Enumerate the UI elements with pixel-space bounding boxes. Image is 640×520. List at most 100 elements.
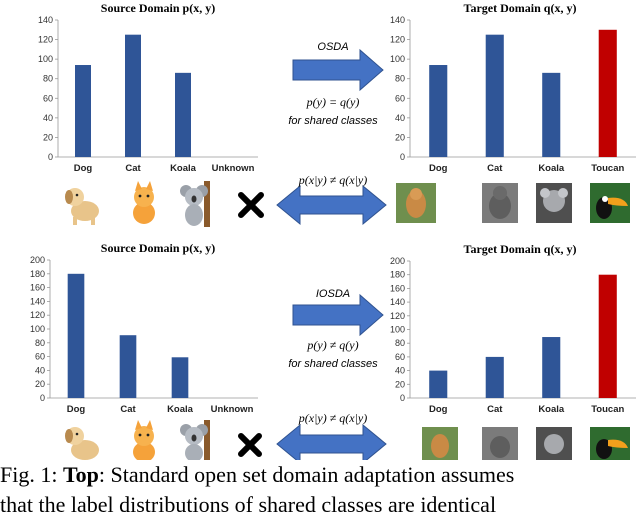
bar-koala bbox=[542, 72, 561, 157]
category-label: Koala bbox=[167, 404, 194, 415]
y-tick-label: 60 bbox=[35, 352, 45, 362]
dog-cartoon-icon bbox=[65, 188, 99, 225]
chart-title: Source Domain p(x, y) bbox=[101, 241, 215, 255]
y-tick-label: 180 bbox=[30, 269, 45, 279]
y-tick-label: 140 bbox=[390, 297, 405, 307]
iosda-arrow: IOSDA bbox=[292, 288, 384, 337]
label-shift-note-bottom: for shared classes bbox=[288, 358, 378, 370]
chart-title: Target Domain q(x, y) bbox=[464, 242, 577, 256]
category-label: Cat bbox=[125, 163, 141, 174]
bar-cat bbox=[125, 34, 141, 157]
bar-dog bbox=[67, 273, 85, 398]
category-label: Unknown bbox=[212, 163, 255, 174]
chart-title: Source Domain p(x, y) bbox=[101, 1, 215, 15]
category-label: Cat bbox=[487, 404, 503, 415]
y-tick-label: 80 bbox=[35, 338, 45, 348]
toucan-photo-icon bbox=[590, 183, 630, 223]
category-label: Cat bbox=[487, 163, 503, 174]
caption-line2: that the label distributions of shared c… bbox=[0, 492, 497, 517]
y-tick-label: 60 bbox=[395, 93, 405, 103]
y-tick-label: 80 bbox=[395, 74, 405, 84]
toucan-photo-icon-bottom bbox=[590, 427, 630, 460]
osda-label: OSDA bbox=[317, 41, 348, 53]
koala-photo-icon bbox=[536, 183, 572, 223]
bar-dog bbox=[429, 370, 448, 398]
category-label: Dog bbox=[429, 163, 448, 174]
category-label: Cat bbox=[120, 404, 136, 415]
unknown-x-icon bbox=[238, 192, 264, 218]
bar-toucan bbox=[598, 274, 617, 398]
cat-cartoon-icon bbox=[133, 181, 155, 224]
cond-double-arrow-top: p(x|y) ≠ q(x|y) bbox=[276, 173, 387, 226]
dog-photo-icon bbox=[396, 183, 436, 223]
y-tick-label: 60 bbox=[395, 352, 405, 362]
osda-arrow: OSDA bbox=[292, 41, 384, 92]
category-label: Dog bbox=[429, 404, 448, 415]
cat-photo-icon-bottom bbox=[482, 427, 518, 460]
y-tick-label: 80 bbox=[395, 338, 405, 348]
y-tick-label: 0 bbox=[400, 393, 405, 403]
y-tick-label: 120 bbox=[38, 35, 53, 45]
y-tick-label: 80 bbox=[43, 74, 53, 84]
caption-text: : Standard open set domain adaptation as… bbox=[98, 462, 515, 487]
y-tick-label: 0 bbox=[48, 152, 53, 162]
bar-dog bbox=[429, 65, 448, 157]
y-tick-label: 200 bbox=[30, 255, 45, 265]
figure: Source Domain p(x, y) 0 20 40 60 80 100 120 140 D… bbox=[30, 1, 636, 460]
y-tick-label: 20 bbox=[395, 132, 405, 142]
category-label: Toucan bbox=[591, 404, 624, 415]
y-tick-label: 180 bbox=[390, 270, 405, 280]
bar-koala bbox=[171, 357, 189, 398]
y-tick-label: 0 bbox=[40, 393, 45, 403]
cond-eq-top: p(x|y) ≠ q(x|y) bbox=[298, 173, 367, 187]
y-tick-label: 160 bbox=[390, 283, 405, 293]
cat-cartoon-icon-bottom bbox=[133, 420, 155, 460]
koala-cartoon-icon-bottom bbox=[180, 420, 210, 460]
y-tick-label: 160 bbox=[30, 283, 45, 293]
iosda-label: IOSDA bbox=[316, 288, 350, 300]
y-tick-label: 120 bbox=[390, 311, 405, 321]
y-tick-label: 60 bbox=[43, 93, 53, 103]
koala-photo-icon-bottom bbox=[536, 427, 572, 460]
chart-source-top: Source Domain p(x, y) 0 20 40 60 80 100 120 140 D… bbox=[38, 1, 258, 174]
y-tick-label: 40 bbox=[43, 113, 53, 123]
y-tick-label: 100 bbox=[390, 54, 405, 64]
y-tick-label: 20 bbox=[395, 379, 405, 389]
label-shift-eq-top: p(y) = q(y) bbox=[306, 95, 360, 109]
label-shift-note-top: for shared classes bbox=[288, 115, 378, 127]
unknown-x-icon-bottom bbox=[238, 433, 262, 457]
y-tick-label: 100 bbox=[38, 54, 53, 64]
category-label: Koala bbox=[170, 163, 197, 174]
y-tick-label: 120 bbox=[30, 310, 45, 320]
bar-koala bbox=[175, 72, 191, 157]
y-tick-label: 20 bbox=[43, 132, 53, 142]
chart-target-top: Target Domain q(x, y) 0 20 40 60 80 100 120 140 D… bbox=[390, 1, 636, 174]
cond-eq-bottom: p(x|y) ≠ q(x|y) bbox=[298, 411, 367, 425]
bar-dog bbox=[75, 65, 91, 157]
category-label: Koala bbox=[538, 404, 565, 415]
y-tick-label: 0 bbox=[400, 152, 405, 162]
bar-cat bbox=[119, 335, 137, 398]
category-label: Dog bbox=[74, 163, 93, 174]
y-tick-label: 20 bbox=[35, 379, 45, 389]
bar-cat bbox=[485, 34, 504, 157]
koala-cartoon-icon bbox=[180, 181, 210, 227]
chart-title: Target Domain q(x, y) bbox=[464, 1, 577, 15]
category-label: Toucan bbox=[591, 163, 624, 174]
y-tick-label: 100 bbox=[390, 325, 405, 335]
y-tick-label: 140 bbox=[38, 15, 53, 25]
bar-toucan bbox=[598, 29, 617, 158]
cat-photo-icon bbox=[482, 183, 518, 223]
chart-source-bottom: Source Domain p(x, y) 0 20 40 60 80 100 120 140 1… bbox=[30, 241, 258, 415]
category-label: Unknown bbox=[211, 404, 254, 415]
caption-label: Fig. 1: bbox=[0, 462, 58, 487]
y-tick-label: 140 bbox=[30, 296, 45, 306]
y-tick-label: 40 bbox=[35, 365, 45, 375]
y-tick-label: 40 bbox=[395, 366, 405, 376]
y-tick-label: 200 bbox=[390, 256, 405, 266]
y-tick-label: 120 bbox=[390, 35, 405, 45]
dog-photo-icon-bottom bbox=[422, 427, 458, 460]
caption-bold: Top bbox=[62, 462, 99, 487]
y-tick-label: 40 bbox=[395, 113, 405, 123]
chart-target-bottom: Target Domain q(x, y) 0 20 40 60 80 100 120 140 1… bbox=[390, 242, 636, 415]
